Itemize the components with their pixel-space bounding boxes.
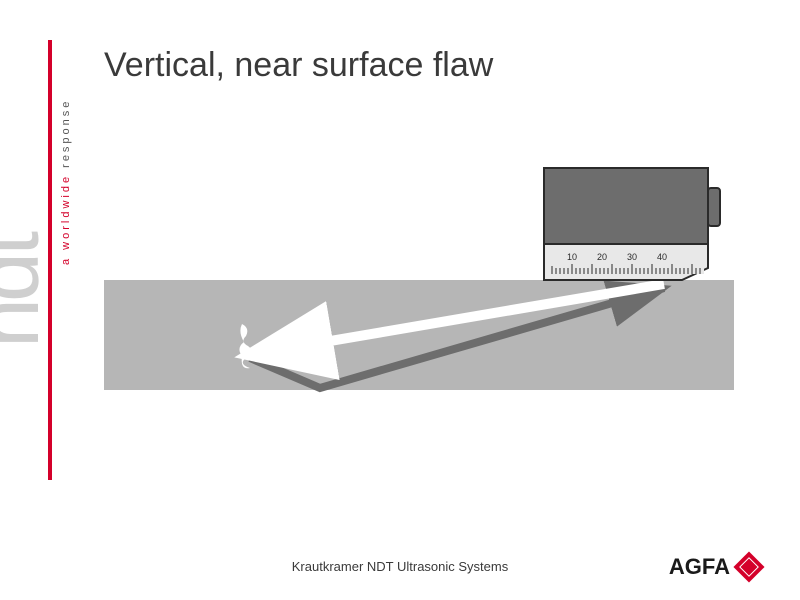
- probe-tick-30: 30: [627, 252, 637, 262]
- brand-tagline: a worldwide response: [60, 99, 72, 265]
- probe-body: [544, 168, 708, 244]
- brand-sidebar: ndt a worldwide response: [0, 0, 90, 520]
- ultrasonic-diagram: 10 20 30 40: [104, 160, 734, 440]
- probe-connector: [708, 188, 720, 226]
- tagline-red: a worldwide: [60, 174, 72, 265]
- agfa-logo-text: AGFA: [669, 554, 730, 580]
- page-title: Vertical, near surface flaw: [104, 46, 493, 85]
- agfa-diamond-icon: [733, 551, 764, 582]
- probe: 10 20 30 40: [544, 168, 720, 280]
- agfa-logo: AGFA: [669, 554, 760, 580]
- probe-tick-20: 20: [597, 252, 607, 262]
- tagline-rest: response: [60, 99, 72, 174]
- red-accent-bar: [48, 40, 52, 480]
- probe-tick-40: 40: [657, 252, 667, 262]
- probe-tick-10: 10: [567, 252, 577, 262]
